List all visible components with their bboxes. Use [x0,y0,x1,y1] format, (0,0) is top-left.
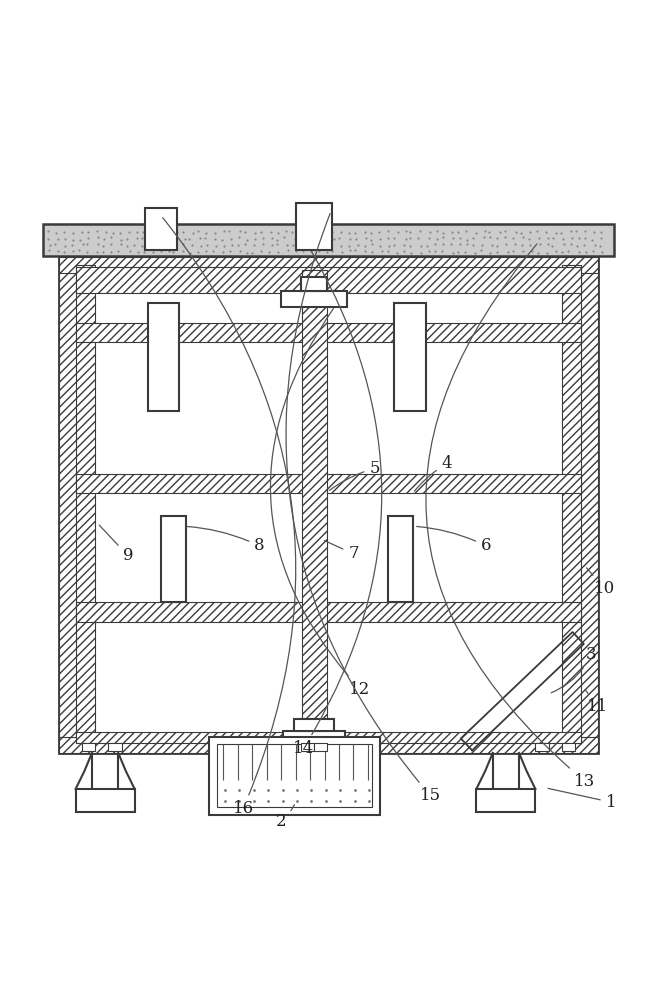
Bar [108,743,122,751]
Text: 5: 5 [329,460,380,490]
Bar [59,257,598,273]
Bar [476,789,535,812]
Bar [314,743,327,751]
Bar [562,265,581,743]
Text: 4: 4 [415,455,452,491]
Bar [76,265,95,743]
Bar [394,303,426,411]
Bar [296,203,332,250]
Bar [59,257,598,753]
Text: 14: 14 [293,251,382,757]
Text: 10: 10 [587,568,615,597]
Bar [76,474,581,493]
Text: 6: 6 [417,526,491,554]
Text: 13: 13 [426,244,595,790]
Bar [573,257,598,753]
Bar [76,789,135,812]
Bar [161,516,186,602]
Bar [281,291,347,307]
Bar [209,737,380,815]
Bar [59,257,84,753]
Text: 7: 7 [325,541,359,562]
Bar [148,303,179,411]
Bar [294,719,334,731]
Bar [562,743,575,751]
Text: 9: 9 [99,525,133,564]
Text: 2: 2 [276,805,294,830]
Bar [301,277,327,291]
Bar [82,743,95,751]
Bar [76,602,581,622]
Bar [535,743,549,751]
Text: 15: 15 [286,214,441,804]
Bar [301,743,314,751]
Text: 1: 1 [548,788,616,811]
Bar [388,516,413,602]
Bar [302,270,327,733]
Bar [76,323,581,342]
Bar [43,224,614,256]
Bar [145,208,177,250]
Bar [76,265,581,743]
Text: 11: 11 [585,689,608,715]
Text: 8: 8 [187,526,265,554]
Bar [217,744,372,807]
Bar [283,731,346,744]
Text: 16: 16 [163,218,296,817]
Text: 3: 3 [551,646,597,693]
Bar [59,737,598,753]
Text: 12: 12 [271,308,371,698]
Bar [76,732,581,743]
Bar [76,267,581,293]
